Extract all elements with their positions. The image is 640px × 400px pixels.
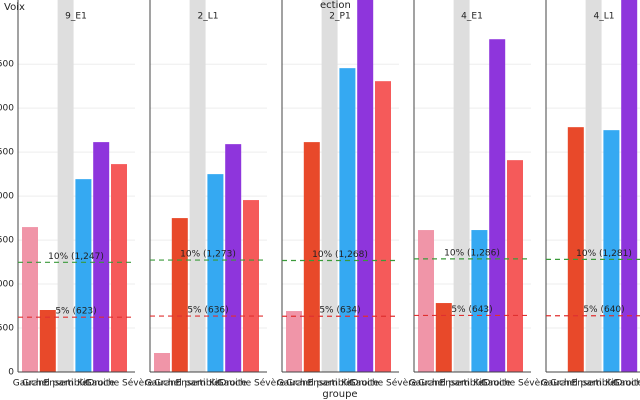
x-tick-label: Droite (615, 379, 640, 389)
bar (303, 142, 320, 372)
x-tick-label: Ensemble (572, 379, 617, 389)
panel-title: 4_E1 (461, 12, 483, 22)
x-tick-label: Grand parti (550, 379, 601, 389)
reference-label: 5% (634) (319, 306, 360, 316)
y-tick-label: 2,500 (0, 148, 14, 158)
bar (154, 353, 170, 372)
x-tick-label: Kit (77, 379, 89, 389)
panel: 0 500 1,000 1,500 2,000 2,500 3,000 3,500 Gauche… (0, 0, 154, 389)
x-tick-label: Gauche (277, 379, 312, 389)
x-axis-label: groupe (322, 389, 357, 400)
reference-label: 10% (1,273) (180, 250, 236, 260)
x-tick-label: Droite (87, 379, 115, 389)
bar (357, 0, 374, 372)
bar (339, 68, 356, 372)
x-tick-label: Ensemble (440, 379, 485, 389)
x-tick-label: Grand parti (418, 379, 469, 389)
bar (75, 179, 92, 372)
bar (207, 174, 224, 372)
bar (435, 303, 452, 372)
y-tick-label: 3,000 (0, 104, 14, 114)
x-tick-label: Gauche Sévère (349, 378, 418, 389)
y-tick-label: 1,000 (0, 280, 14, 290)
y-axis-label: Voix (4, 2, 25, 13)
bar (621, 0, 638, 372)
reference-label: 5% (640) (583, 305, 624, 315)
bar (321, 0, 338, 372)
bar (57, 0, 74, 372)
reference-label: 5% (636) (187, 306, 228, 316)
x-tick-label: Gauche Sévère (217, 378, 286, 389)
bar (453, 0, 470, 372)
bar (585, 0, 602, 372)
bar (286, 311, 302, 372)
x-tick-label: Kit (341, 379, 353, 389)
reference-label: 10% (1,268) (312, 250, 368, 260)
x-tick-label: Kit (473, 379, 485, 389)
bar (603, 130, 620, 372)
bar (111, 164, 127, 372)
bar (39, 310, 56, 372)
y-tick-label: 500 (0, 324, 14, 334)
x-tick-label: Droite (219, 379, 247, 389)
x-tick-label: Grand parti (286, 379, 337, 389)
x-tick-label: Kit (209, 379, 221, 389)
x-tick-label: Kit (605, 379, 617, 389)
bar (243, 200, 259, 372)
panel-title: 9_E1 (65, 12, 87, 22)
bar (507, 160, 523, 372)
bar (93, 142, 110, 372)
reference-label: 5% (623) (55, 307, 96, 317)
bar (375, 81, 391, 372)
reference-label: 10% (1,247) (48, 252, 104, 262)
x-tick-label: Gauche Sévère (481, 378, 550, 389)
bar (22, 227, 38, 372)
x-tick-label: Droite (483, 379, 511, 389)
reference-label: 5% (643) (451, 305, 492, 315)
x-tick-label: Grand parti (22, 379, 73, 389)
x-tick-label: Gauche (145, 379, 180, 389)
reference-label: 10% (1,286) (444, 248, 500, 258)
y-tick-label: 1,500 (0, 236, 14, 246)
x-tick-label: Gauche (541, 379, 576, 389)
x-tick-label: Gauche (13, 379, 48, 389)
x-tick-label: Grand parti (154, 379, 205, 389)
x-tick-label: Droite (351, 379, 379, 389)
y-tick-label: 2,000 (0, 192, 14, 202)
y-tick-label: 0 (8, 368, 14, 378)
bar (418, 230, 434, 372)
x-tick-label: Gauche (409, 379, 444, 389)
reference-label: 10% (1,281) (576, 249, 632, 259)
panel-title: 2_P1 (329, 12, 350, 22)
y-tick-label: 3,500 (0, 60, 14, 70)
bar (567, 127, 584, 372)
chart-title: ection (320, 0, 351, 11)
x-tick-label: Gauche Sévère (85, 378, 154, 389)
x-tick-label: Ensemble (44, 379, 89, 389)
panel-title: 4_L1 (594, 12, 615, 22)
bar (189, 0, 206, 372)
x-tick-label: Ensemble (176, 379, 221, 389)
bar (225, 144, 242, 372)
bar (489, 39, 506, 373)
panel-title: 2_L1 (198, 12, 219, 22)
x-tick-label: Gauche Sévère (613, 378, 640, 389)
x-tick-label: Ensemble (308, 379, 353, 389)
bar (471, 230, 488, 372)
bar (171, 218, 188, 372)
